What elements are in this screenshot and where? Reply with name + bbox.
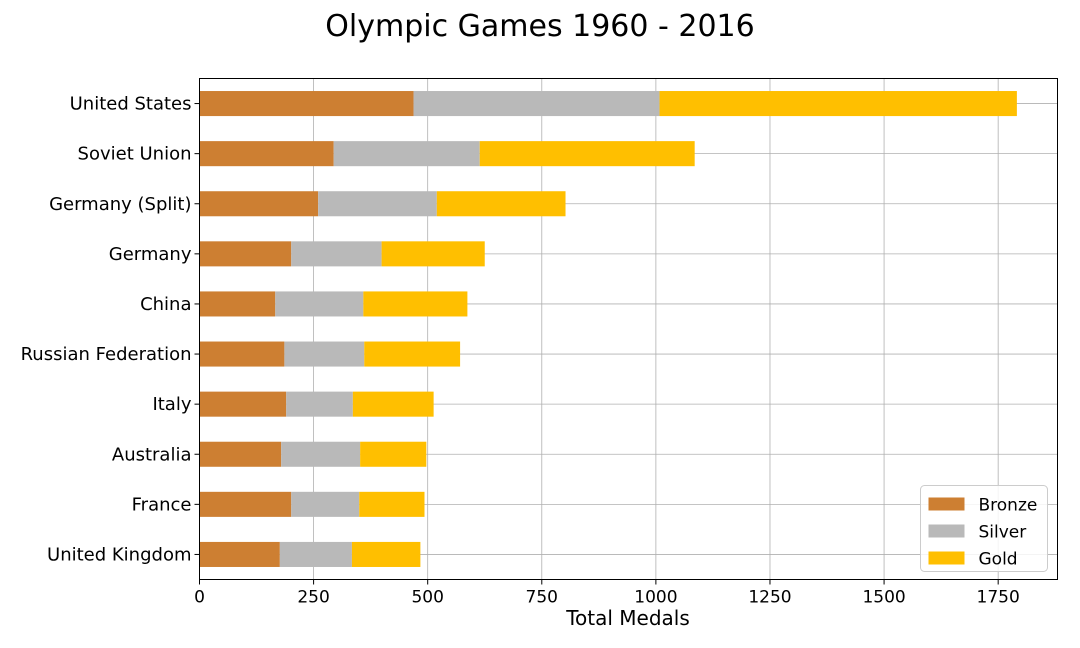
x-tick-label: 250 <box>297 588 329 608</box>
x-axis-label: Total Medals <box>565 606 690 630</box>
bar-silver-russian-federation <box>284 341 365 367</box>
x-tick-label: 750 <box>526 588 558 608</box>
bar-gold-france <box>359 491 425 517</box>
x-tick-label: 0 <box>194 588 205 608</box>
legend-label-silver: Silver <box>979 523 1027 543</box>
x-tick-label: 500 <box>411 588 443 608</box>
bars <box>199 91 1017 567</box>
legend-swatch-bronze <box>928 497 965 511</box>
bar-bronze-germany-split <box>199 191 319 217</box>
bar-silver-germany <box>291 241 382 267</box>
bar-gold-italy <box>352 391 434 417</box>
bar-gold-russian-federation <box>364 341 461 367</box>
legend-swatch-gold <box>928 551 965 565</box>
bar-gold-china <box>363 291 468 317</box>
plot-frame <box>199 78 1058 580</box>
x-tick-label: 1500 <box>862 588 905 608</box>
bar-bronze-germany <box>199 241 292 267</box>
y-tick-label: Soviet Union <box>78 144 192 165</box>
bar-silver-france <box>291 491 360 517</box>
bar-bronze-france <box>199 491 292 517</box>
y-tick-label: Italy <box>152 394 191 415</box>
bar-gold-united-kingdom <box>351 541 421 567</box>
bar-bronze-china <box>199 291 276 317</box>
bar-silver-united-states <box>413 91 660 117</box>
bar-silver-soviet-union <box>333 141 480 167</box>
legend-swatch-silver <box>928 524 965 538</box>
bar-silver-germany-split <box>318 191 437 217</box>
bar-bronze-soviet-union <box>199 141 334 167</box>
bar-silver-united-kingdom <box>279 541 352 567</box>
bar-gold-united-states <box>659 91 1017 117</box>
chart-title: Olympic Games 1960 - 2016 <box>325 9 754 44</box>
x-tick-label: 1750 <box>977 588 1020 608</box>
legend-label-gold: Gold <box>979 550 1018 570</box>
bar-bronze-australia <box>199 441 282 467</box>
bar-silver-china <box>275 291 364 317</box>
y-tick-label: Australia <box>112 444 192 465</box>
legend: Bronze Silver Gold <box>920 485 1048 572</box>
y-tick-label: United Kingdom <box>47 544 191 565</box>
x-tick-labels: 0 250 500 750 1000 1250 1500 1750 <box>194 579 1020 608</box>
y-tick-label: France <box>132 494 192 515</box>
y-tick-label: United States <box>70 94 192 115</box>
y-tick-label: Russian Federation <box>21 344 192 365</box>
x-tick-label: 1250 <box>748 588 791 608</box>
y-tick-labels: United States Soviet Union Germany (Split)… <box>21 94 200 565</box>
y-tick-label: Germany <box>109 244 192 265</box>
bar-bronze-united-states <box>199 91 414 117</box>
y-tick-label: China <box>140 294 191 315</box>
bar-gold-australia <box>360 441 427 467</box>
y-tick-label: Germany (Split) <box>49 194 191 215</box>
bar-gold-germany <box>381 241 485 267</box>
bar-gold-soviet-union <box>479 141 695 167</box>
bar-gold-germany-split <box>436 191 566 217</box>
legend-label-bronze: Bronze <box>979 496 1038 516</box>
bar-bronze-united-kingdom <box>199 541 280 567</box>
bar-silver-italy <box>286 391 353 417</box>
bar-bronze-russian-federation <box>199 341 285 367</box>
x-tick-label: 1000 <box>634 588 677 608</box>
bar-silver-australia <box>281 441 361 467</box>
bar-bronze-italy <box>199 391 287 417</box>
